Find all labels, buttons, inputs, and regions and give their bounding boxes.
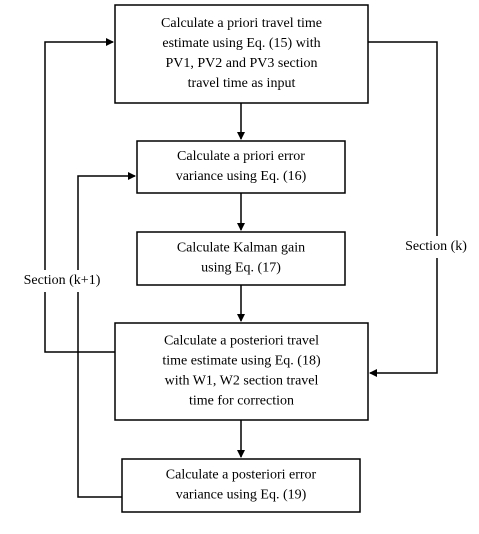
box-text: Calculate a posteriori error xyxy=(166,468,317,483)
box-text: time for correction xyxy=(189,394,294,409)
box-text: estimate using Eq. (15) with xyxy=(162,36,320,51)
section-label: Section (k) xyxy=(405,239,467,254)
box-text: time estimate using Eq. (18) xyxy=(162,354,321,369)
section-label: Section (k+1) xyxy=(24,273,101,288)
connectors xyxy=(44,38,438,498)
box-text: variance using Eq. (19) xyxy=(176,488,307,503)
box-text: Calculate Kalman gain xyxy=(177,241,305,256)
box-text: travel time as input xyxy=(188,76,296,91)
loop-arrow xyxy=(77,172,136,498)
box-text: Calculate a posteriori travel xyxy=(164,334,319,349)
box-text: with W1, W2 section travel xyxy=(165,374,319,389)
label-bg xyxy=(395,236,477,258)
loop-arrow xyxy=(44,38,115,353)
box-text: using Eq. (17) xyxy=(201,261,281,276)
box-text: PV1, PV2 and PV3 section xyxy=(165,56,317,71)
process-box xyxy=(121,458,361,513)
process-box xyxy=(136,140,346,194)
box-text: Calculate a priori error xyxy=(177,149,305,164)
loop-arrow xyxy=(368,41,438,377)
process-box xyxy=(136,231,346,286)
process-box xyxy=(114,4,369,104)
box-text: Calculate a priori travel time xyxy=(161,16,322,31)
label-bg xyxy=(6,270,118,292)
process-box xyxy=(114,322,369,421)
box-text: variance using Eq. (16) xyxy=(176,169,307,184)
